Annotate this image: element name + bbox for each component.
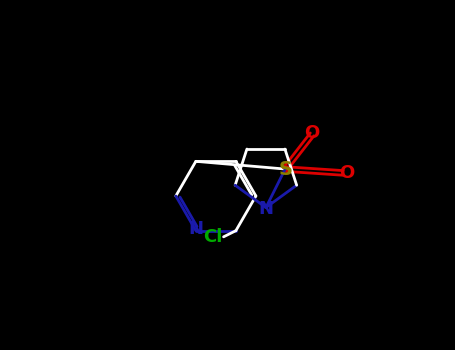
Text: S: S xyxy=(278,160,292,178)
Text: O: O xyxy=(304,124,320,142)
Text: N: N xyxy=(188,220,203,238)
Text: O: O xyxy=(339,164,354,182)
Text: Cl: Cl xyxy=(203,228,222,246)
Text: N: N xyxy=(258,200,273,218)
